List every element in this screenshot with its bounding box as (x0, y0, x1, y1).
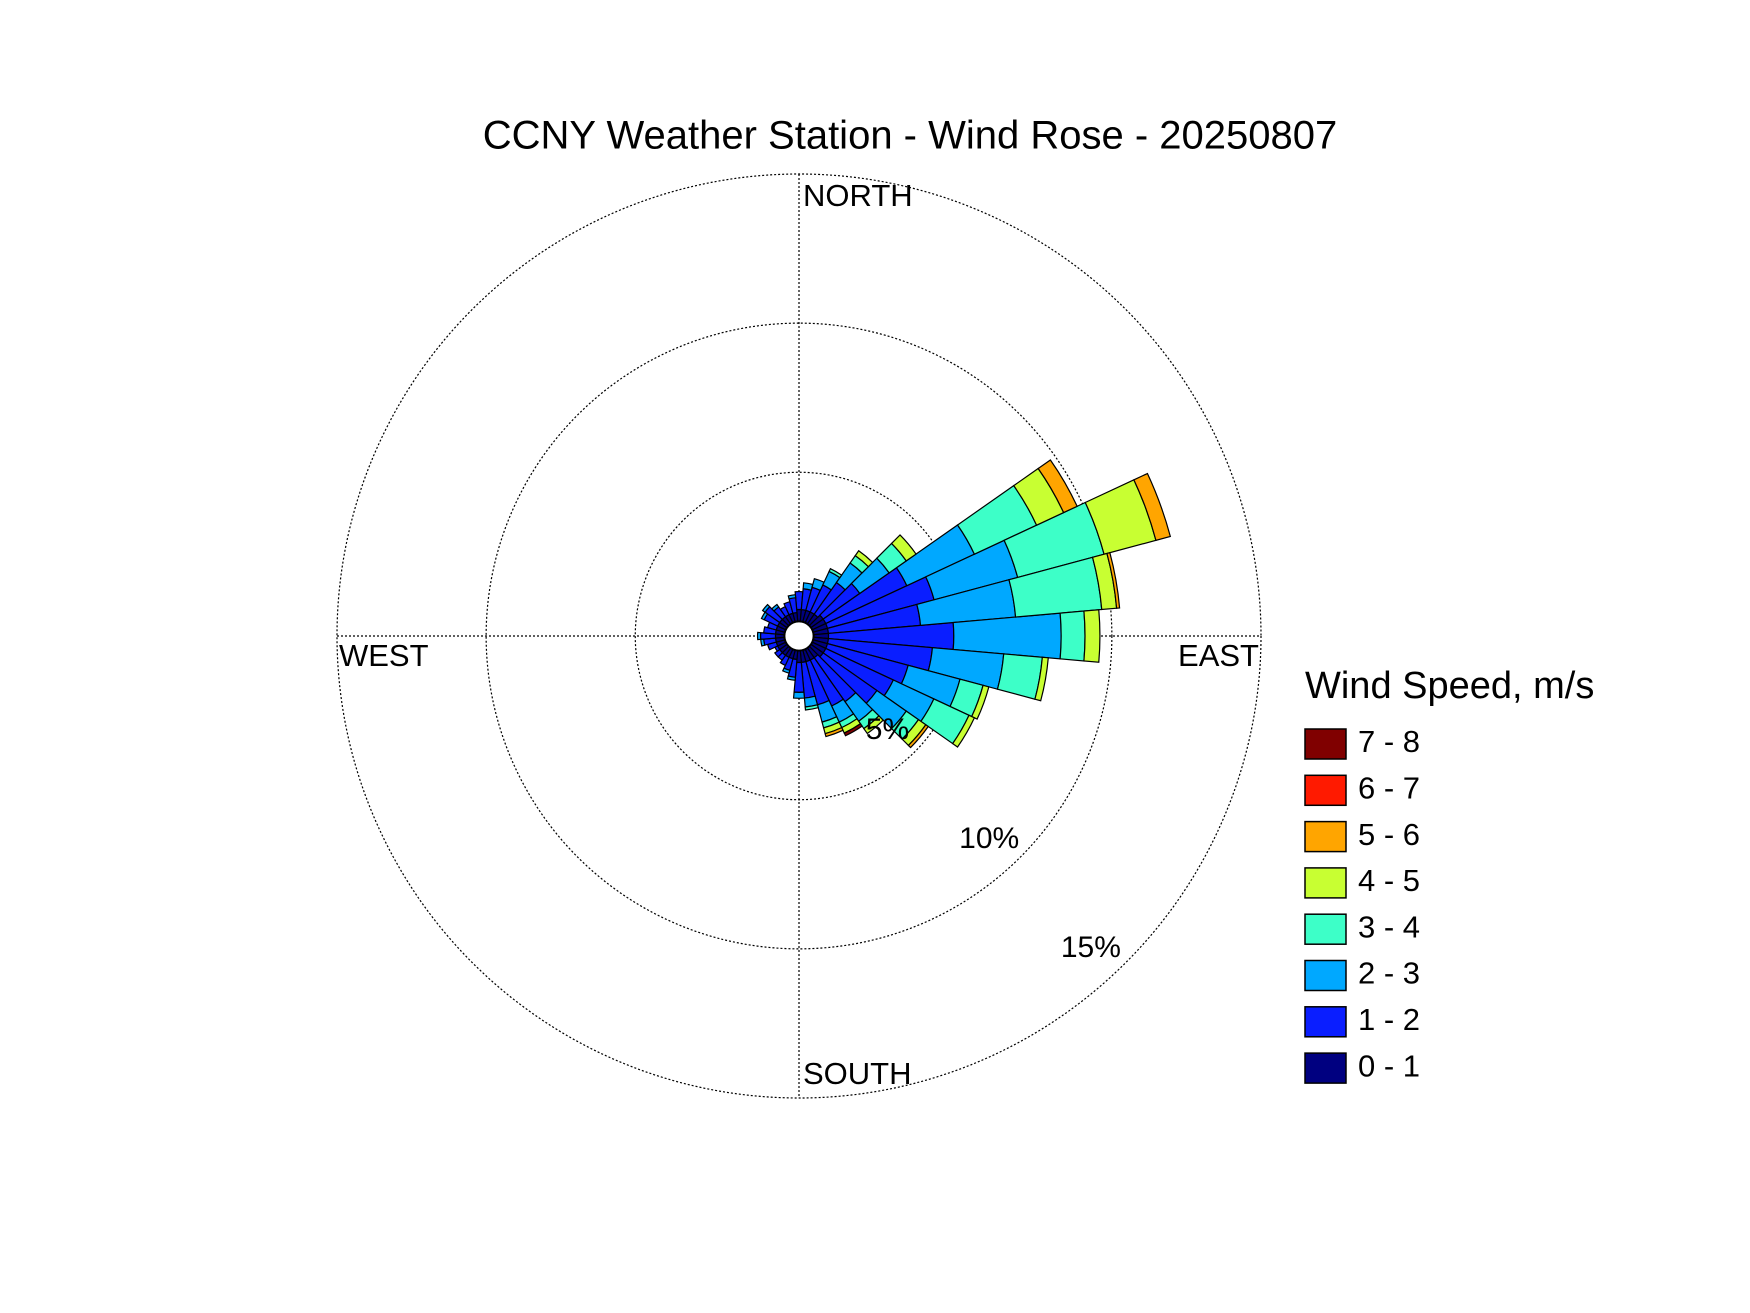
wind-segment (781, 667, 791, 674)
r-tick-label: 10% (959, 822, 1019, 855)
wind-segment (761, 603, 771, 614)
wind-segment (890, 534, 917, 562)
wind-segment (1034, 656, 1049, 702)
direction-label: NORTH (803, 178, 913, 213)
wind-segment (792, 691, 806, 699)
legend-label: 2 - 3 (1358, 956, 1420, 991)
wind-segment (804, 704, 819, 711)
wind-segment (951, 714, 976, 748)
chart-title: CCNY Weather Station - Wind Rose - 20250… (483, 114, 1338, 158)
wind-segment (760, 638, 766, 647)
center-hole (783, 620, 815, 652)
legend-swatch (1304, 959, 1347, 992)
legend-swatch (1304, 1052, 1347, 1084)
wind-segment (756, 631, 762, 641)
wind-segment (854, 549, 874, 568)
legend-swatch (1304, 820, 1347, 853)
legend-swatch (1304, 913, 1347, 945)
wind-segment (828, 567, 843, 579)
legend-label: 4 - 5 (1358, 863, 1420, 898)
legend-swatch (1304, 1006, 1347, 1038)
legend-swatch (1304, 774, 1347, 807)
wind-segment (770, 603, 780, 612)
wind-segment (1083, 609, 1101, 663)
direction-label: WEST (339, 638, 429, 673)
wind-segment (1059, 610, 1086, 662)
r-tick-label: 5% (866, 713, 909, 746)
wind-segment (1106, 551, 1121, 609)
legend-label: 3 - 4 (1358, 909, 1420, 944)
legend-title: Wind Speed, m/s (1305, 665, 1594, 707)
wind-segment (760, 611, 769, 621)
wind-segment (1037, 459, 1078, 514)
wind-segment (862, 715, 884, 735)
legend-label: 1 - 2 (1358, 1002, 1420, 1037)
wind-segment (843, 722, 863, 737)
direction-label: SOUTH (803, 1056, 912, 1091)
r-tick-label: 15% (1061, 931, 1121, 964)
wind-segment (996, 653, 1043, 700)
legend-label: 5 - 6 (1358, 817, 1420, 852)
direction-label: EAST (1178, 638, 1259, 673)
legend-swatch (1304, 867, 1347, 899)
wind-segment (802, 582, 814, 591)
wind-segment (811, 577, 825, 592)
wind-segment (824, 726, 844, 738)
wind-segment (907, 723, 930, 749)
wind-segment (787, 594, 797, 600)
legend-label: 7 - 8 (1358, 724, 1420, 759)
legend-swatch (1304, 728, 1347, 760)
wind-segment (1133, 472, 1172, 542)
legend-label: 0 - 1 (1358, 1048, 1420, 1083)
legend-label: 6 - 7 (1358, 770, 1420, 805)
wind-segment (786, 675, 797, 681)
